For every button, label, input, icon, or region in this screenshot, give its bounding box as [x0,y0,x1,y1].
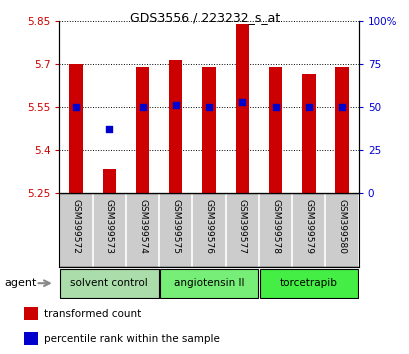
Bar [202,67,215,193]
Text: GDS3556 / 223232_s_at: GDS3556 / 223232_s_at [130,11,279,24]
Text: GSM399573: GSM399573 [105,199,114,254]
Point [205,104,212,110]
Text: GSM399580: GSM399580 [337,199,346,254]
Text: angiotensin II: angiotensin II [173,278,244,287]
Text: GSM399577: GSM399577 [237,199,246,254]
Text: percentile rank within the sample: percentile rank within the sample [43,334,219,344]
Bar [335,67,348,193]
Bar [259,269,357,297]
Bar [268,67,281,193]
Bar [24,332,38,346]
Point [73,104,79,110]
Bar [160,269,258,297]
Text: transformed count: transformed count [43,308,141,319]
Text: GSM399575: GSM399575 [171,199,180,254]
Text: GSM399578: GSM399578 [270,199,279,254]
Bar [136,67,149,193]
Point [272,104,278,110]
Point [238,99,245,105]
Point [305,104,311,110]
Bar [301,74,315,193]
Text: torcetrapib: torcetrapib [279,278,337,287]
Bar [60,269,158,297]
Bar [235,24,248,193]
Text: GSM399574: GSM399574 [138,199,147,254]
Point [172,103,179,108]
Point [338,104,344,110]
Bar [102,169,116,193]
Bar [69,64,83,193]
Bar [24,307,38,320]
Text: GSM399576: GSM399576 [204,199,213,254]
Text: solvent control: solvent control [70,278,148,287]
Bar [169,60,182,193]
Text: GSM399579: GSM399579 [303,199,312,254]
Text: agent: agent [4,278,36,288]
Text: GSM399572: GSM399572 [72,199,81,254]
Point [106,127,112,132]
Point [139,104,146,110]
